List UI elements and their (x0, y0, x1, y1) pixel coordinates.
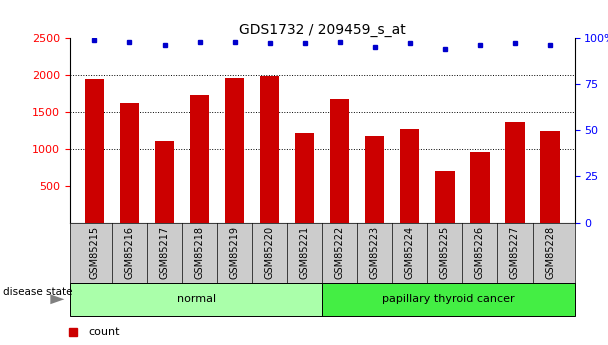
Bar (365, 136, 384, 223)
Bar (155, 141, 174, 223)
Text: GSM85223: GSM85223 (370, 226, 380, 279)
Text: GSM85221: GSM85221 (300, 226, 309, 279)
Text: GSM85218: GSM85218 (195, 226, 204, 279)
Text: disease state: disease state (3, 287, 72, 297)
Bar (190, 95, 209, 223)
Bar (295, 133, 314, 223)
Bar (120, 102, 139, 223)
Text: normal: normal (176, 294, 216, 304)
Bar (435, 171, 455, 223)
Text: GSM85220: GSM85220 (264, 226, 275, 279)
Text: GSM85217: GSM85217 (159, 226, 170, 279)
Text: GSM85222: GSM85222 (335, 226, 345, 279)
Bar (322, 283, 575, 316)
Bar (471, 152, 489, 223)
Text: GSM85225: GSM85225 (440, 226, 450, 279)
Bar (400, 129, 420, 223)
Bar (225, 78, 244, 223)
Text: GSM85228: GSM85228 (545, 226, 555, 279)
Text: GSM85219: GSM85219 (230, 226, 240, 279)
Bar (330, 99, 350, 223)
Polygon shape (50, 294, 64, 304)
Bar (260, 76, 279, 223)
Title: GDS1732 / 209459_s_at: GDS1732 / 209459_s_at (239, 23, 406, 37)
Text: GSM85224: GSM85224 (405, 226, 415, 279)
Text: GSM85226: GSM85226 (475, 226, 485, 279)
Text: GSM85227: GSM85227 (510, 226, 520, 279)
Text: GSM85216: GSM85216 (125, 226, 134, 279)
Text: GSM85215: GSM85215 (89, 226, 100, 279)
Bar (541, 131, 560, 223)
Bar (505, 122, 525, 223)
Bar (70, 283, 322, 316)
Text: count: count (88, 327, 120, 337)
Text: papillary thyroid cancer: papillary thyroid cancer (382, 294, 515, 304)
Bar (85, 79, 104, 223)
